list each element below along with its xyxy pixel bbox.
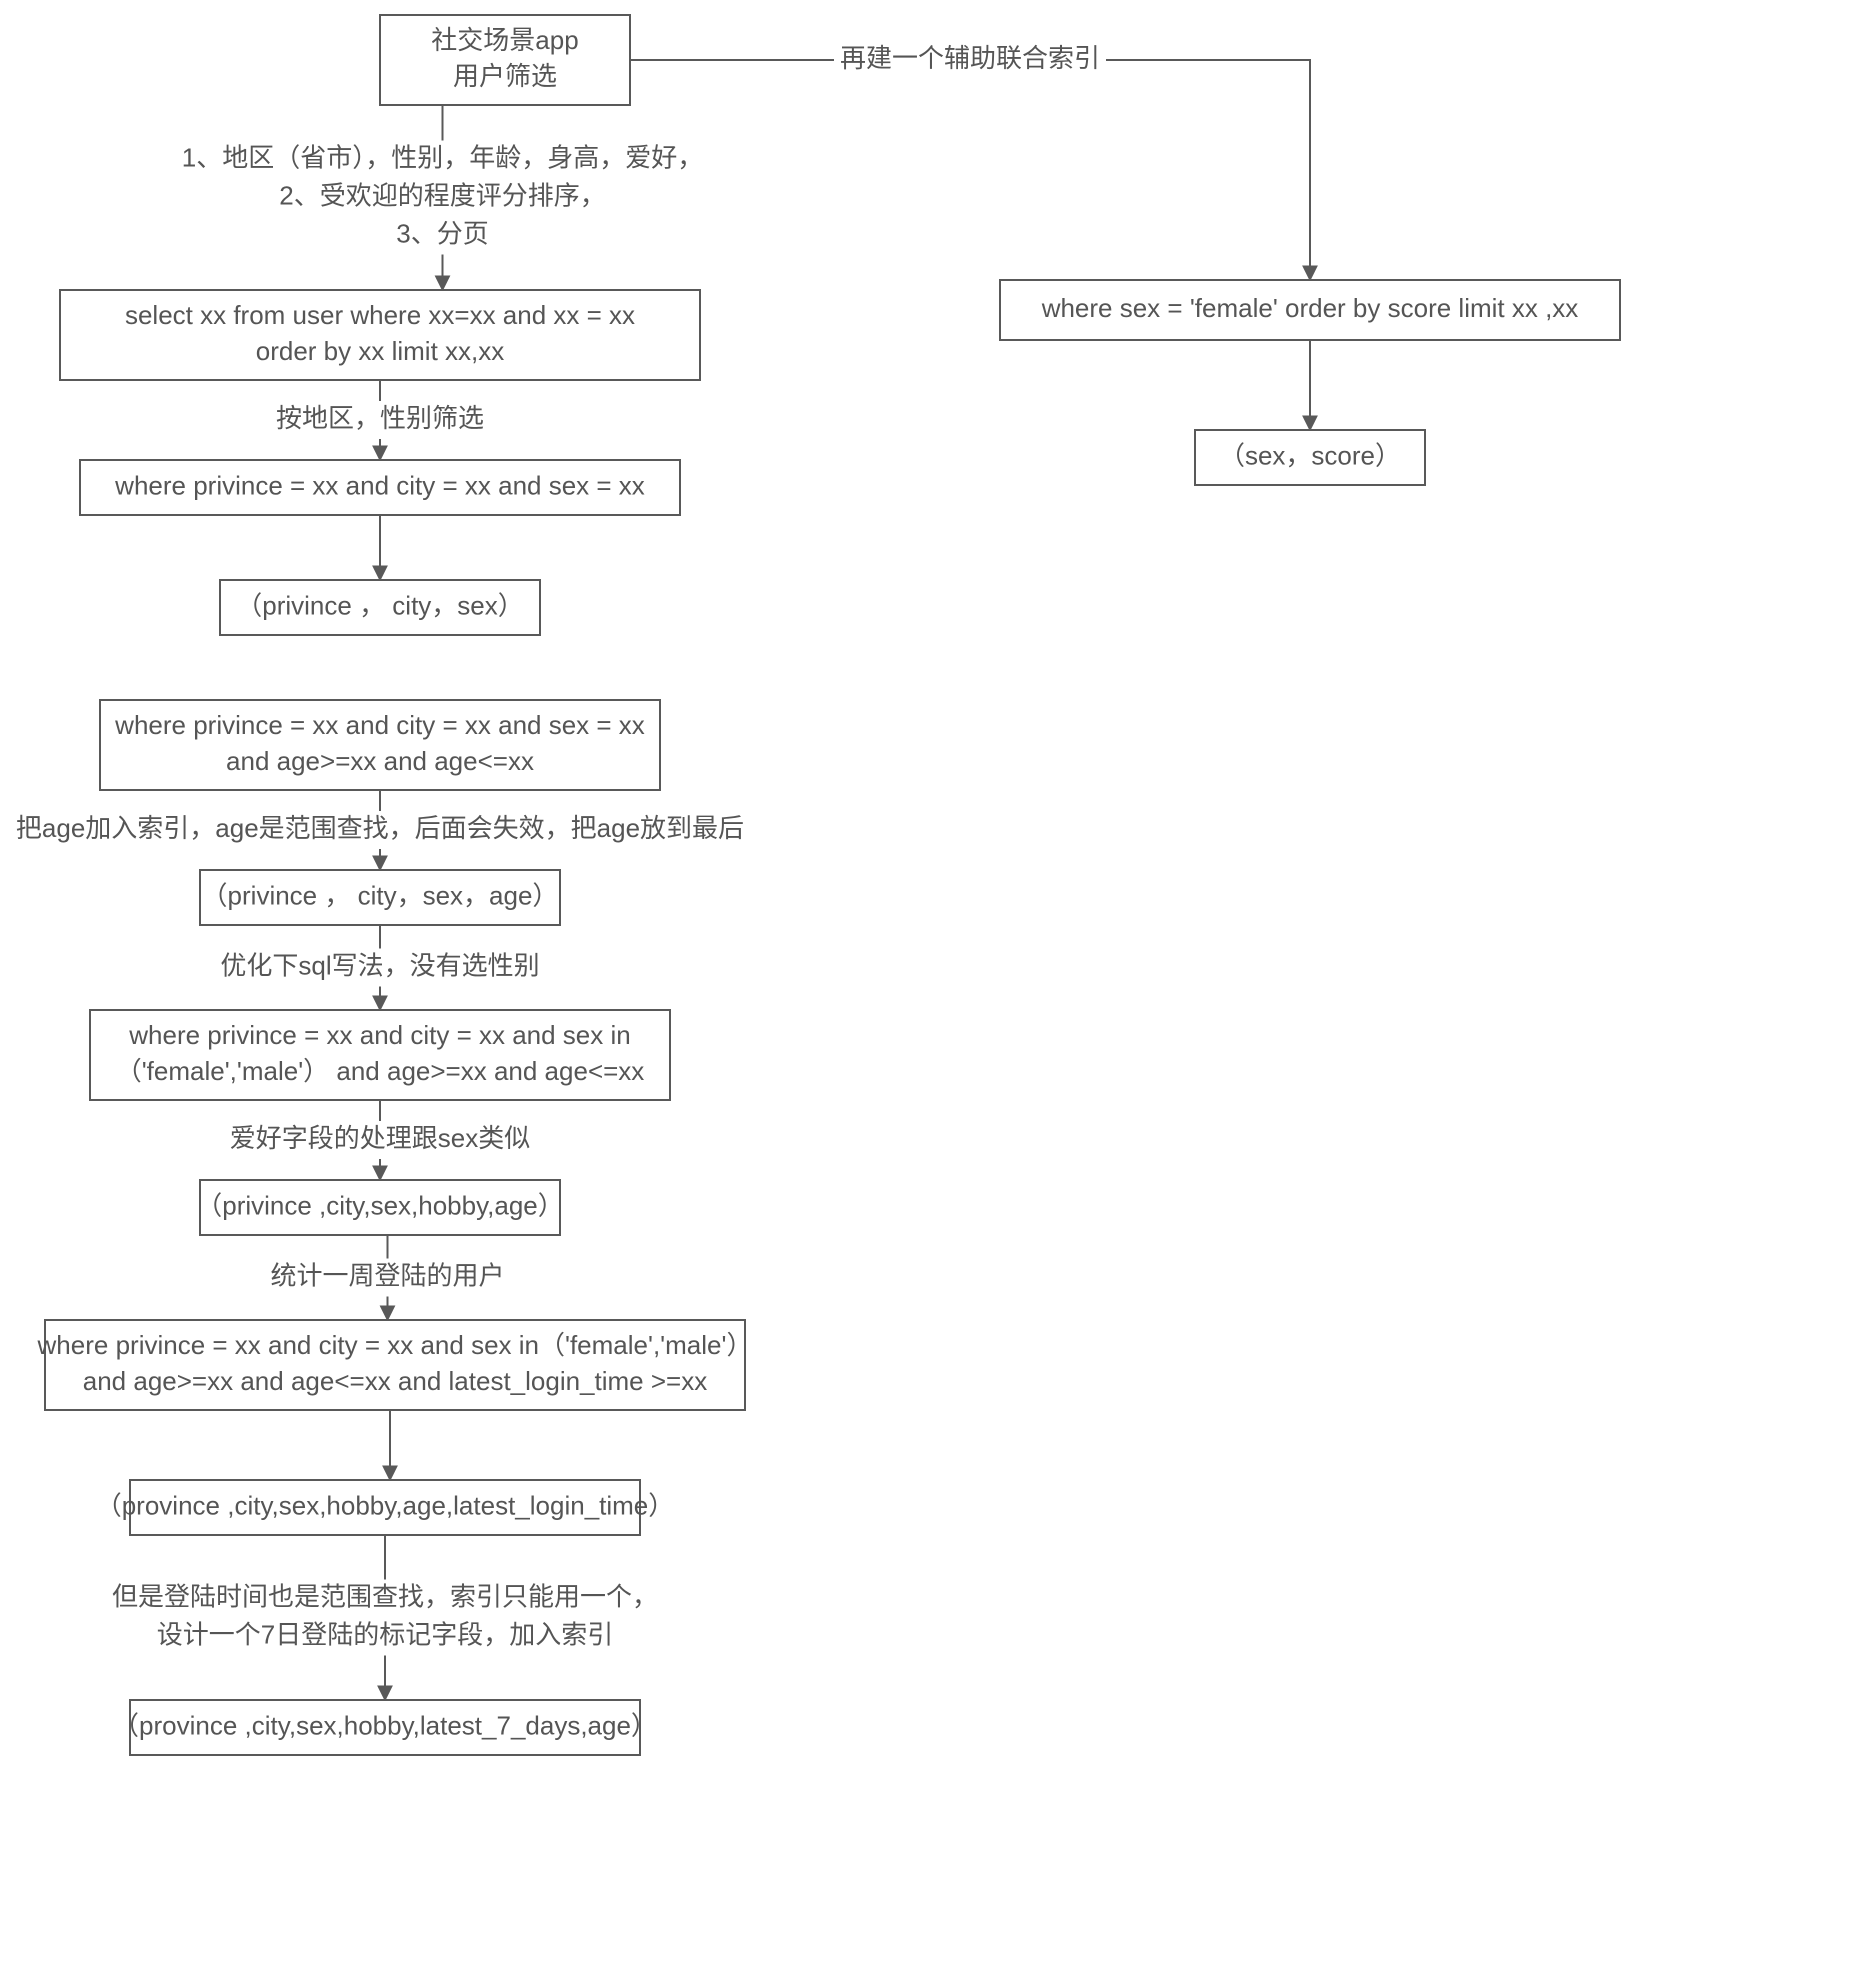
node-n10: （province ,city,sex,hobby,latest_7_days,… bbox=[113, 1700, 657, 1755]
node-n0-line-0: 社交场景app bbox=[431, 25, 578, 55]
node-n5-line-0: （privince ， city，sex，age） bbox=[202, 880, 559, 910]
node-n6-line-1: （'female','male'） and age>=xx and age<=x… bbox=[116, 1056, 645, 1086]
edge-label-n0-n1-2: 3、分页 bbox=[396, 218, 488, 248]
edge-label-n9-n10-1: 设计一个7日登陆的标记字段，加入索引 bbox=[157, 1619, 613, 1649]
node-n1-line-0: select xx from user where xx=xx and xx =… bbox=[125, 300, 635, 330]
edge-label-n1-n2-0: 按地区，性别筛选 bbox=[276, 403, 484, 433]
node-n11-line-0: where sex = 'female' order by score limi… bbox=[1041, 293, 1579, 323]
node-n3-line-0: （privince ， city，sex） bbox=[236, 590, 524, 620]
node-n7: （privince ,city,sex,hobby,age） bbox=[196, 1180, 564, 1235]
node-n6-line-0: where privince = xx and city = xx and se… bbox=[128, 1020, 630, 1050]
edge-label-n4-n5-0: 把age加入索引，age是范围查找，后面会失效，把age放到最后 bbox=[16, 813, 744, 843]
node-n12-line-0: （sex，score） bbox=[1219, 440, 1401, 470]
edge-label-n7-n8-0: 统计一周登陆的用户 bbox=[270, 1260, 504, 1290]
node-n4-line-1: and age>=xx and age<=xx bbox=[226, 746, 534, 776]
node-n4-line-0: where privince = xx and city = xx and se… bbox=[114, 710, 645, 740]
node-n9-line-0: （province ,city,sex,hobby,age,latest_log… bbox=[96, 1490, 675, 1520]
edge-label-n5-n6-0: 优化下sql写法，没有选性别 bbox=[220, 950, 539, 980]
node-n8-line-0: where privince = xx and city = xx and se… bbox=[37, 1330, 753, 1360]
node-n5: （privince ， city，sex，age） bbox=[200, 870, 560, 925]
branch-edge-label: 再建一个辅助联合索引 bbox=[840, 43, 1100, 73]
node-n0-line-1: 用户筛选 bbox=[453, 61, 557, 91]
node-n11: where sex = 'female' order by score limi… bbox=[1000, 280, 1620, 340]
node-n0: 社交场景app 用户筛选 bbox=[380, 15, 630, 105]
node-n7-line-0: （privince ,city,sex,hobby,age） bbox=[196, 1190, 564, 1220]
edge-label-n9-n10-0: 但是登陆时间也是范围查找，索引只能用一个， bbox=[112, 1581, 658, 1611]
node-n3: （privince ， city，sex） bbox=[220, 580, 540, 635]
edge-label-n0-n1-1: 2、受欢迎的程度评分排序， bbox=[279, 180, 605, 210]
node-n12: （sex，score） bbox=[1195, 430, 1425, 485]
flowchart-canvas: 1、地区（省市），性别，年龄，身高，爱好， 2、受欢迎的程度评分排序， 3、分页按地… bbox=[0, 0, 1853, 1987]
node-n1: select xx from user where xx=xx and xx =… bbox=[60, 290, 700, 380]
node-n9: （province ,city,sex,hobby,age,latest_log… bbox=[96, 1480, 675, 1535]
node-n8-line-1: and age>=xx and age<=xx and latest_login… bbox=[83, 1366, 707, 1396]
edge-label-n0-n1-0: 1、地区（省市），性别，年龄，身高，爱好， bbox=[182, 142, 703, 172]
node-n8: where privince = xx and city = xx and se… bbox=[37, 1320, 753, 1410]
node-n6: where privince = xx and city = xx and se… bbox=[90, 1010, 670, 1100]
node-n1-line-1: order by xx limit xx,xx bbox=[256, 336, 505, 366]
branch-edge bbox=[630, 60, 1310, 280]
node-n2-line-0: where privince = xx and city = xx and se… bbox=[114, 470, 645, 500]
node-n4: where privince = xx and city = xx and se… bbox=[100, 700, 660, 790]
node-n10-line-0: （province ,city,sex,hobby,latest_7_days,… bbox=[113, 1710, 657, 1740]
edge-label-n6-n7-0: 爱好字段的处理跟sex类似 bbox=[230, 1123, 530, 1153]
node-n2: where privince = xx and city = xx and se… bbox=[80, 460, 680, 515]
